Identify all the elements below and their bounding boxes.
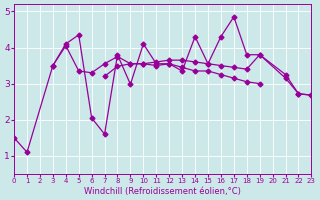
X-axis label: Windchill (Refroidissement éolien,°C): Windchill (Refroidissement éolien,°C) <box>84 187 241 196</box>
